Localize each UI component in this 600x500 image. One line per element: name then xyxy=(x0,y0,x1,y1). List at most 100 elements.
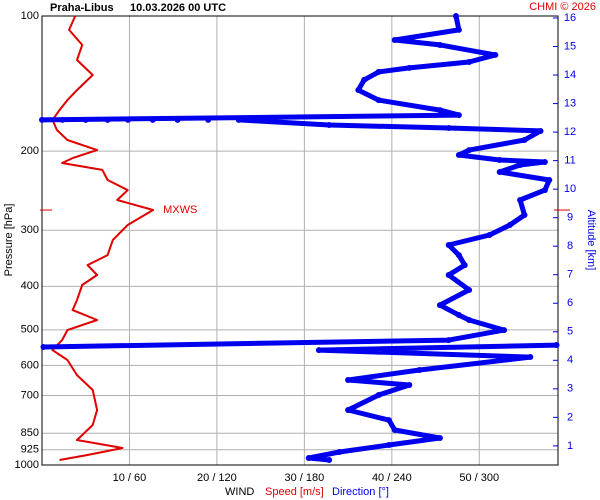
series-point xyxy=(521,137,528,144)
y-tick-label: 300 xyxy=(21,224,39,236)
series-point xyxy=(455,26,462,33)
y2-axis-label: Altitude [km] xyxy=(585,210,597,271)
legend-entry: Direction [°] xyxy=(332,486,389,498)
x-tick-label: 40 / 240 xyxy=(372,472,412,484)
y2-tick-label: 8 xyxy=(567,240,573,252)
series-point xyxy=(461,262,468,269)
y-tick-label: 1000 xyxy=(15,459,39,471)
series-point xyxy=(326,457,333,464)
series-point xyxy=(501,327,508,334)
x-axis-label: WIND xyxy=(225,486,254,498)
series-point xyxy=(527,354,534,361)
series-point xyxy=(445,124,452,131)
y-tick-label: 925 xyxy=(21,444,39,456)
series-point xyxy=(391,426,398,433)
y2-tick-label: 7 xyxy=(567,269,573,281)
series-line xyxy=(306,342,557,463)
series-point xyxy=(149,116,156,123)
y-tick-label: 400 xyxy=(21,280,39,292)
y2-tick-label: 3 xyxy=(567,383,573,395)
series-point xyxy=(355,87,362,94)
series-point xyxy=(375,97,382,104)
y2-tick-label: 12 xyxy=(564,126,576,138)
series-point xyxy=(436,107,443,114)
series-point xyxy=(385,417,392,424)
credit: CHMI © 2026 xyxy=(529,1,596,13)
series-line xyxy=(51,15,155,461)
y2-tick-label: 15 xyxy=(564,40,576,52)
series-point xyxy=(326,122,333,129)
series-point xyxy=(455,312,462,319)
series-point xyxy=(445,272,452,279)
series-point xyxy=(125,116,131,123)
y2-tick-label: 6 xyxy=(567,297,573,309)
x-tick-label: 20 / 120 xyxy=(197,472,237,484)
y2-tick-label: 13 xyxy=(564,97,576,109)
series-point xyxy=(517,196,524,203)
series-point xyxy=(466,58,473,65)
series-point xyxy=(39,116,45,123)
series-point xyxy=(496,168,503,175)
series-point xyxy=(416,366,423,373)
y2-tick-label: 9 xyxy=(567,212,573,224)
y2-tick-label: 2 xyxy=(567,411,573,423)
series-point xyxy=(235,116,242,123)
x-tick-label: 30 / 180 xyxy=(284,472,324,484)
series-point xyxy=(517,161,524,168)
y2-tick-label: 11 xyxy=(564,155,575,167)
series-point xyxy=(345,407,352,414)
series-point xyxy=(345,377,352,384)
series-point xyxy=(305,455,312,462)
y-tick-label: 500 xyxy=(21,324,39,336)
y-tick-label: 700 xyxy=(21,389,39,401)
series-point xyxy=(391,37,398,44)
y-axis-label: Pressure [hPa] xyxy=(3,204,15,277)
series-point xyxy=(466,317,473,324)
chart-subtitle: 10.03.2026 00 UTC xyxy=(130,2,226,14)
annotation: MXWS xyxy=(163,204,197,216)
series-point xyxy=(59,116,66,123)
series-point xyxy=(315,347,322,354)
x-tick-label: 10 / 60 xyxy=(113,472,147,484)
series-point xyxy=(445,337,452,344)
y-tick-label: 200 xyxy=(21,145,39,157)
series-point xyxy=(546,177,553,184)
series-point xyxy=(406,382,413,389)
series-point xyxy=(455,252,462,259)
series-point xyxy=(336,448,343,455)
series-point xyxy=(466,286,473,293)
series-point xyxy=(553,342,560,349)
series-point xyxy=(40,343,47,350)
series-point xyxy=(455,112,462,119)
y2-tick-label: 10 xyxy=(564,183,576,195)
series-point xyxy=(486,232,493,239)
series-point xyxy=(496,157,503,164)
series-point xyxy=(455,152,462,159)
series-point xyxy=(174,116,181,123)
series-point xyxy=(537,127,544,134)
series-point xyxy=(361,76,368,83)
series-point xyxy=(406,64,413,71)
y-tick-label: 850 xyxy=(21,427,39,439)
y-tick-label: 600 xyxy=(21,359,39,371)
series-line xyxy=(41,15,498,123)
series-point xyxy=(541,187,548,194)
series-point xyxy=(492,51,499,58)
series-point xyxy=(436,435,443,442)
legend-entry: Speed [m/s] xyxy=(265,486,324,498)
series-point xyxy=(436,302,443,309)
series-point xyxy=(452,13,459,19)
y2-tick-label: 14 xyxy=(564,69,576,81)
series-line xyxy=(43,117,552,350)
y2-tick-label: 5 xyxy=(567,326,573,338)
series-point xyxy=(205,116,212,123)
series-point xyxy=(521,212,528,219)
series-point xyxy=(541,158,548,165)
series-point xyxy=(375,392,382,399)
plot-frame xyxy=(41,15,559,466)
series-point xyxy=(436,41,443,48)
series-point xyxy=(506,222,513,229)
chart-title: Praha-Libus xyxy=(50,2,114,14)
y2-tick-label: 16 xyxy=(564,12,576,24)
